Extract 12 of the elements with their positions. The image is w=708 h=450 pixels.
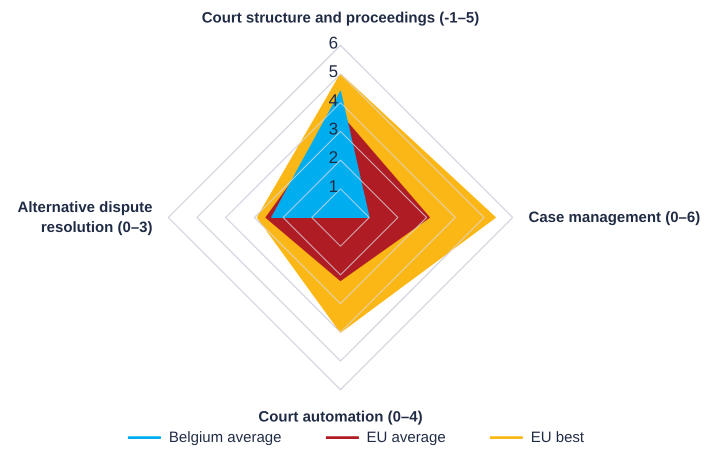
y-tick-label: 6 — [328, 33, 338, 52]
legend-label: EU average — [366, 429, 446, 446]
y-tick-label: 5 — [328, 62, 338, 82]
y-tick-label: 2 — [328, 148, 338, 168]
y-tick-label: 3 — [328, 120, 338, 139]
spoke-label: Alternative dispute resolution (0–3) — [17, 198, 153, 236]
y-tick-label: 1 — [328, 176, 338, 196]
legend-label: Belgium average — [168, 429, 282, 446]
spoke-label: Court automation (0–4) — [258, 408, 423, 426]
spoke-label: Case management (0–6) — [528, 209, 700, 226]
spoke-label: Court structure and proceedings (-1–5) — [202, 10, 480, 27]
legend-label: EU best — [530, 429, 584, 446]
